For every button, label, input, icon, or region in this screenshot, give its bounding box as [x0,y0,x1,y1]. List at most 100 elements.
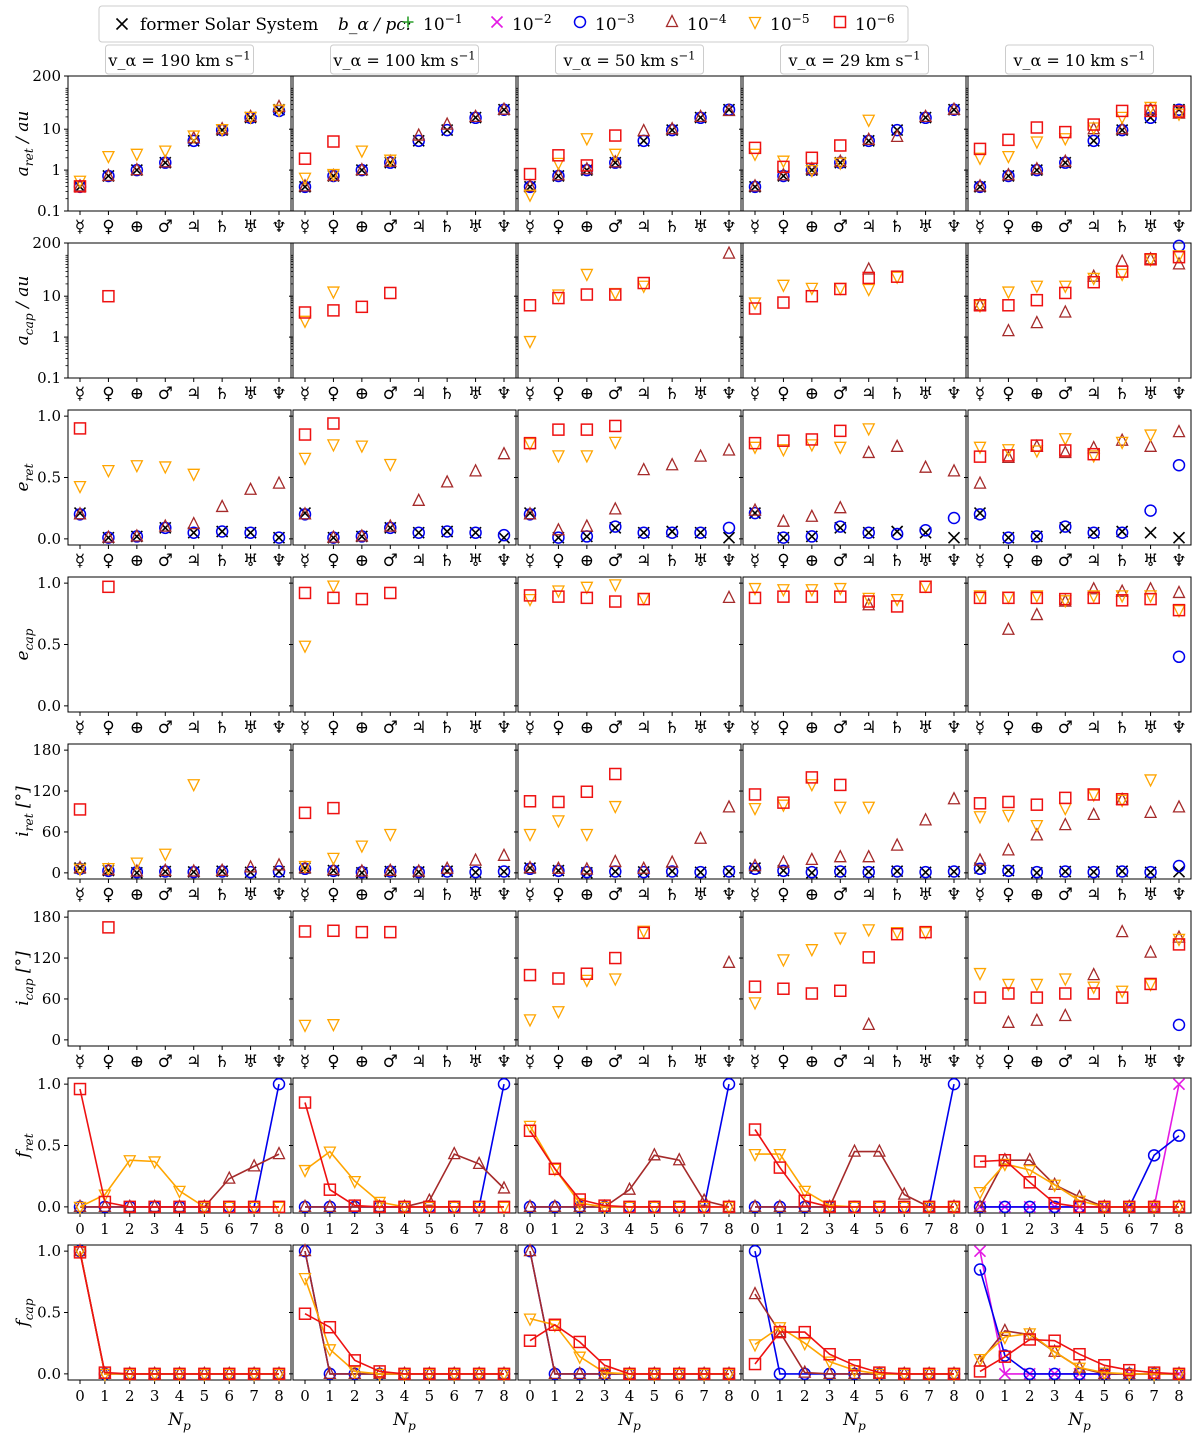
data-point-10^-6 [1172,938,1186,951]
planet-symbol-label: ♅ [468,1052,483,1072]
planet-symbol-label: ☿ [750,885,760,905]
planet-symbol-label: ♆ [946,384,961,404]
data-point-10^-6 [834,424,847,438]
data-point-10^-5 [1058,133,1072,147]
data-point-10^-4 [862,849,876,863]
data-point-10^-5 [383,154,397,168]
row-label: fret [13,1133,36,1159]
data-point-10^-6 [1030,798,1044,811]
data-point-10^-6 [805,987,819,1000]
planet-symbol-label: ♃ [411,384,426,404]
x-tick-label: 0 [525,1387,535,1405]
row-label: ecap [13,628,36,660]
data-point-10^-4 [73,178,87,192]
data-point-10^-4 [98,1198,112,1213]
data-point-10^-5 [1144,429,1158,443]
planet-symbol-label: ☿ [300,885,310,905]
series-line-10^-6 [304,1102,504,1208]
data-point-10^-5 [947,1201,961,1215]
data-point-10^-4 [1087,967,1101,981]
planet-symbol-label: ♃ [411,718,426,738]
x-tick-label: 4 [850,1220,860,1238]
data-point-10^-3 [412,526,425,539]
data-point-10^-4 [748,178,762,192]
data-point-10^-5 [373,1196,387,1210]
planet-symbol-label: ♃ [411,551,426,571]
x-tick-label: 2 [800,1387,810,1405]
data-point-10^-6 [748,788,762,801]
planet-symbol-label: ♆ [721,551,736,571]
data-point-10^-3 [272,531,286,544]
planet-symbol-label: ♄ [1115,718,1130,738]
data-point-10^-6 [823,1347,836,1361]
panel: 0 1 2 3 4 5 6 7 8 Np [514,1243,742,1433]
series-line-10^-6 [754,1331,954,1375]
data-point-10^-5 [722,1201,736,1215]
y-tick-label: 10 [42,120,61,138]
planet-symbol-label: ♄ [890,551,905,571]
data-point-10^-6 [1172,105,1186,118]
data-point-10^-5 [1072,1362,1087,1376]
planet-symbol-label: ⊕ [805,217,819,237]
data-point-10^-5 [1147,1201,1161,1215]
data-point-10^-3 [298,862,312,876]
data-point-10^-6 [890,927,904,941]
data-point-10^-4 [748,858,762,872]
x-tick-label: 6 [449,1220,459,1238]
data-point-10^-4 [665,121,679,135]
data-point-10^-3 [834,865,847,878]
planet-symbol-label: ☿ [975,384,985,404]
data-point-10^-6 [862,951,875,964]
data-point-10^-4 [412,863,426,877]
data-point-10^-5 [355,145,369,159]
planet-symbol-label: ♄ [890,885,905,905]
data-point-10^-4 [1115,924,1129,938]
data-point-10^-6 [1002,449,1015,462]
column-title: v_α = 29 km s−1 [788,49,921,70]
panel-frame [517,1244,742,1381]
data-point-10^-3 [1002,864,1015,878]
planet-symbol-label: ♂ [383,885,398,905]
legend-label-2: 10−3 [595,12,635,35]
panel-frame [292,75,517,212]
data-point-10^-3 [469,865,482,879]
data-point-10^-4 [383,862,397,876]
planet-symbol-label: ♆ [1171,885,1186,905]
data-point-10^-3 [665,123,679,137]
legend-marker-former [115,17,129,31]
data-point-10^-5 [551,289,565,303]
panel-grid: v_α = 190 km s−1 v_α = 100 km s−1 v_α = 50… [13,44,1192,1433]
data-point-10^-5 [1144,254,1158,268]
panel-frame [967,576,1192,713]
data-point-10^-6 [1172,1367,1186,1381]
data-point-10^-4 [694,830,708,844]
data-point-10^-4 [272,1365,286,1380]
planet-symbol-label: ⊕ [355,384,369,404]
data-point-10^-6 [1002,795,1015,809]
data-point-10^-4 [1058,153,1072,167]
data-point-10^-3 [665,526,679,539]
data-point-10^-4 [1030,1012,1044,1026]
data-point-10^-4 [1144,251,1158,265]
legend-label-0: 10−1 [423,12,463,35]
planet-symbol-label: ♂ [608,1052,623,1072]
data-point-10^-6 [1144,253,1157,266]
x-tick-label: 5 [875,1220,885,1238]
data-point-10^-3 [694,526,707,539]
data-point-10^-6 [947,1367,961,1381]
column-title: v_α = 100 km s−1 [332,49,475,70]
y-tick-label: 0.5 [37,469,61,487]
data-point-10^-5 [1001,978,1015,992]
data-point-10^-5 [222,1201,236,1215]
data-point-10^-6 [748,302,762,315]
planet-symbol-label: ☿ [975,885,985,905]
data-point-10^-4 [497,847,511,861]
x-tick-label: 6 [224,1220,234,1238]
data-point-10^-3 [777,864,790,878]
data-point-10^-6 [973,1155,987,1168]
data-point-10^-6 [423,1200,436,1214]
data-point-10^-6 [777,296,790,309]
planet-symbol-label: ♅ [1143,885,1158,905]
x-tick-label: 8 [499,1220,509,1238]
data-point-10^-3 [1030,865,1044,879]
